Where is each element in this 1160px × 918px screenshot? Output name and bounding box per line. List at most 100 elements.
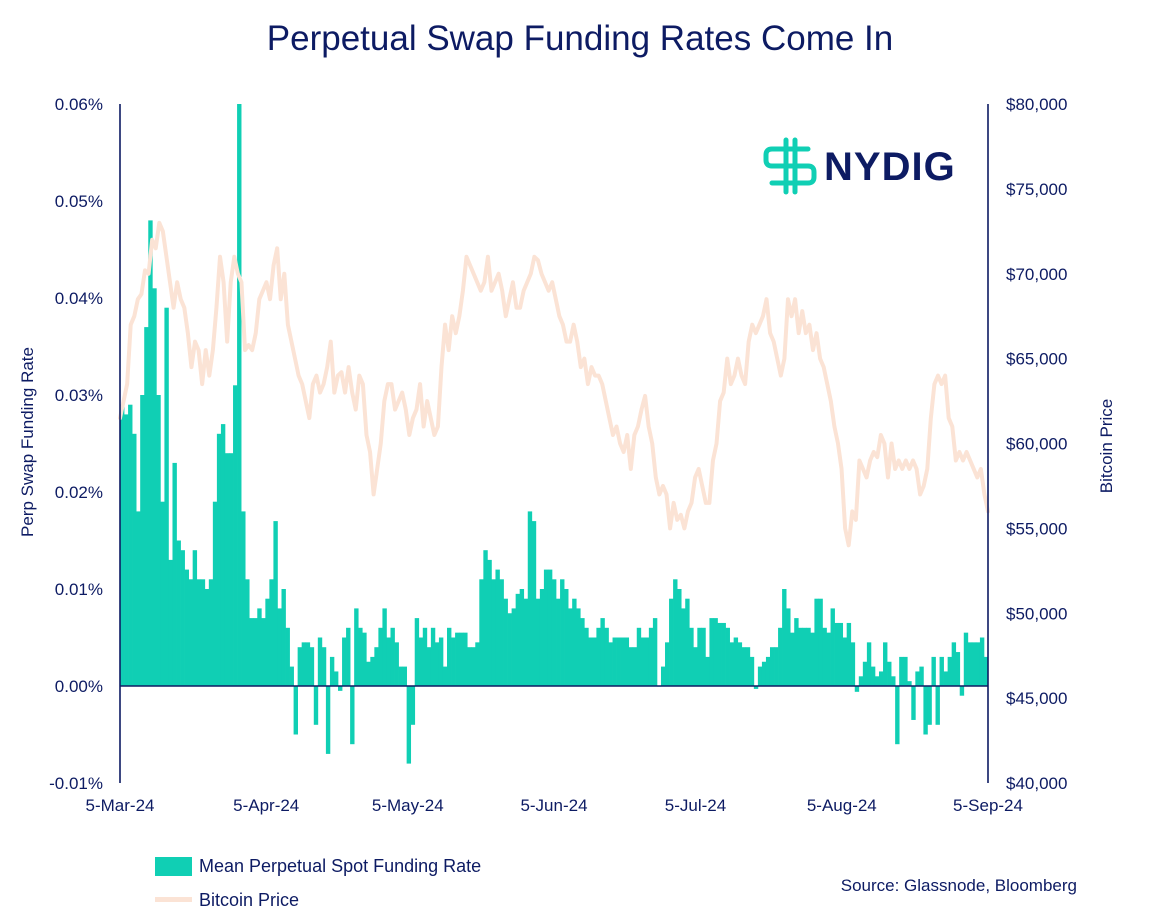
x-tick-label: 5-Jul-24 — [665, 796, 726, 815]
funding-rate-bar — [681, 608, 686, 686]
funding-rate-bar — [346, 627, 351, 686]
funding-rate-bar — [257, 608, 262, 686]
funding-rate-bar — [390, 627, 395, 686]
funding-rate-bar — [774, 647, 779, 686]
x-tick-label: 5-Mar-24 — [86, 796, 155, 815]
funding-rate-bar — [253, 618, 258, 686]
funding-rate-bar — [229, 453, 234, 686]
funding-rate-bar — [939, 656, 944, 686]
funding-rate-bar — [269, 579, 274, 686]
x-tick-label: 5-Apr-24 — [233, 796, 299, 815]
funding-rate-bar — [725, 627, 730, 686]
funding-rate-bar — [628, 647, 634, 686]
funding-rate-bar — [620, 637, 625, 686]
funding-rate-bar — [891, 676, 896, 686]
funding-rate-bar — [483, 550, 488, 686]
funding-rate-bar — [354, 608, 359, 686]
funding-rate-bar — [753, 686, 759, 689]
funding-rate-bar — [273, 521, 278, 686]
funding-rate-bar — [188, 579, 194, 686]
funding-rate-bar — [919, 666, 924, 686]
funding-rate-bar — [539, 589, 545, 686]
funding-rate-bar — [362, 632, 367, 686]
funding-rate-bar — [495, 569, 500, 686]
funding-rate-bar — [814, 598, 819, 686]
x-tick-label: 5-Aug-24 — [807, 796, 877, 815]
legend-swatch-funding-rate — [155, 857, 192, 876]
bitcoin-price-line — [118, 220, 990, 548]
funding-rate-bar — [519, 589, 525, 686]
funding-rate-bar — [717, 622, 722, 686]
funding-rate-bar — [208, 579, 214, 686]
funding-rate-bar — [216, 433, 222, 686]
funding-rate-bar — [249, 618, 254, 686]
funding-rate-bar — [325, 686, 331, 754]
funding-rate-bar — [241, 511, 246, 686]
funding-rate-bar — [366, 661, 371, 686]
funding-rate-bar — [745, 647, 751, 686]
funding-rate-bar — [947, 656, 953, 686]
funding-rate-bar — [749, 656, 755, 686]
funding-rate-bar — [798, 627, 803, 686]
funding-rate-bar — [850, 642, 856, 686]
left-tick-label: 0.03% — [55, 386, 103, 405]
funding-rate-bar — [511, 608, 516, 686]
legend-label-funding-rate: Mean Perpetual Spot Funding Rate — [199, 856, 481, 876]
funding-rate-bar — [406, 686, 412, 764]
funding-rate-bar — [794, 618, 799, 686]
funding-rate-bar — [923, 686, 928, 735]
bitcoin-price-line-group — [118, 220, 990, 548]
funding-rate-bar — [281, 589, 286, 686]
funding-rate-bar — [297, 647, 303, 686]
funding-rate-bar — [132, 433, 137, 686]
funding-rate-bar — [430, 627, 436, 686]
funding-rate-bar — [418, 637, 424, 686]
funding-rate-bar — [394, 642, 399, 686]
legend-swatch-bitcoin-price — [155, 897, 192, 902]
chart-title: Perpetual Swap Funding Rates Come In — [267, 19, 893, 58]
funding-rate-bar — [156, 395, 161, 686]
funding-rate-bar — [531, 521, 537, 686]
funding-rate-bar — [806, 627, 811, 686]
funding-rate-bar — [527, 511, 533, 686]
tick-labels: 0.06% 0.05% 0.04% 0.03% 0.02% 0.01% 0.00% -0.01… — [49, 95, 1067, 815]
funding-rate-bar — [959, 686, 965, 696]
funding-rate-bar — [471, 647, 476, 686]
funding-rate-bar — [317, 637, 323, 686]
right-tick-label: $65,000 — [1006, 350, 1067, 369]
funding-rate-bar — [870, 666, 876, 686]
funding-rate-bar — [438, 637, 444, 686]
left-tick-label: 0.06% — [55, 95, 103, 114]
funding-rate-bar — [648, 627, 654, 686]
funding-rate-bar — [862, 661, 868, 686]
funding-rate-bar — [475, 642, 480, 686]
funding-rate-bar — [224, 453, 230, 686]
funding-rate-bar — [721, 622, 726, 686]
funding-rate-bar — [600, 618, 605, 686]
funding-rate-bar — [374, 647, 379, 686]
funding-rate-bar — [321, 647, 327, 686]
funding-rate-bar — [983, 656, 989, 686]
funding-rate-bar — [705, 656, 710, 686]
funding-rate-bar — [612, 637, 617, 686]
funding-rate-bar — [572, 598, 577, 686]
funding-rate-bar — [907, 681, 912, 686]
funding-rate-bar — [677, 589, 682, 686]
funding-rate-bar — [790, 632, 795, 686]
funding-rate-bar — [588, 637, 593, 686]
funding-rate-bar — [467, 647, 472, 686]
funding-rate-bar — [596, 627, 601, 686]
funding-rate-bar — [846, 622, 852, 686]
right-tick-label: $60,000 — [1006, 435, 1067, 454]
funding-rate-bar — [858, 676, 864, 686]
funding-rate-bar — [556, 598, 561, 686]
funding-rate-bar — [301, 642, 307, 686]
funding-rate-bar — [422, 627, 428, 686]
funding-rate-bar — [911, 686, 916, 720]
right-tick-label: $45,000 — [1006, 689, 1067, 708]
funding-rate-bar — [697, 627, 702, 686]
funding-rate-bar — [927, 686, 932, 725]
source-note: Source: Glassnode, Bloomberg — [841, 876, 1077, 895]
funding-rate-bar — [329, 656, 335, 686]
funding-rate-bar — [442, 666, 448, 686]
